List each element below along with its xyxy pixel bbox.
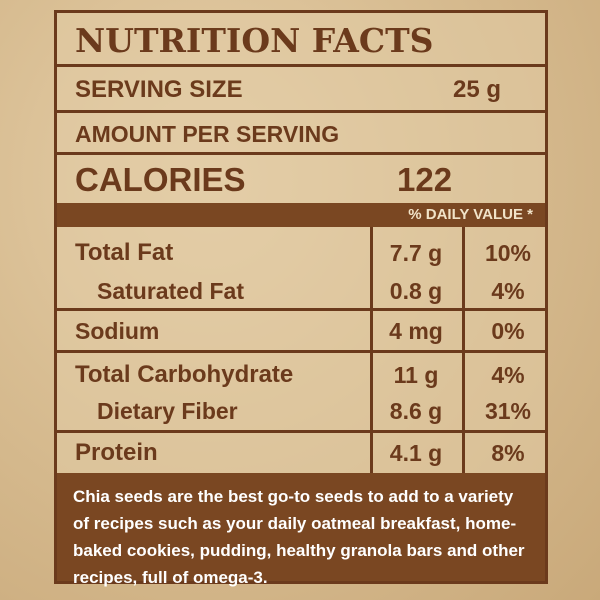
nutrient-amount: 11 g (393, 362, 439, 388)
table-row: Total Carbohydrate 11 g 4% (57, 355, 545, 395)
nutrient-name: Sodium (75, 318, 160, 344)
fat-group: Total Fat 7.7 g 10% Saturated Fat 0.8 g … (57, 227, 545, 311)
serving-size-row: SERVING SIZE 25 g (57, 67, 545, 113)
nutrient-daily-value: 31% (484, 398, 532, 424)
table-row: Total Fat 7.7 g 10% (57, 233, 545, 273)
nutrient-table: Total Fat 7.7 g 10% Saturated Fat 0.8 g … (57, 227, 545, 473)
nutrient-amount: 7.7 g (389, 240, 443, 266)
nutrient-daily-value: 10% (484, 240, 532, 266)
product-description: Chia seeds are the best go-to seeds to a… (57, 473, 545, 587)
protein-group: Protein 4.1 g 8% (57, 433, 545, 473)
table-row: Protein 4.1 g 8% (57, 433, 545, 473)
nutrient-name: Saturated Fat (97, 278, 244, 304)
nutrient-amount: 4.1 g (389, 440, 443, 466)
table-row: Sodium 4 mg 0% (57, 311, 545, 351)
carbohydrate-group: Total Carbohydrate 11 g 4% Dietary Fiber… (57, 353, 545, 433)
nutrient-name: Dietary Fiber (97, 398, 238, 424)
sodium-group: Sodium 4 mg 0% (57, 311, 545, 353)
serving-size-value: 25 g (452, 76, 501, 103)
serving-size-label: SERVING SIZE (75, 76, 243, 103)
nutrient-amount: 8.6 g (389, 398, 443, 424)
nutrient-name: Total Fat (75, 239, 174, 266)
nutrition-label: NUTRITION FACTS SERVING SIZE 25 g AMOUNT… (54, 10, 548, 587)
nutrient-name: Total Carbohydrate (75, 361, 294, 388)
calories-row: CALORIES 122 (57, 155, 545, 203)
daily-value-header: % DAILY VALUE * (57, 203, 545, 227)
nutrient-daily-value: 4% (491, 362, 525, 388)
amount-per-serving: AMOUNT PER SERVING (57, 113, 545, 155)
nutrient-daily-value: 8% (491, 440, 525, 466)
nutrient-daily-value: 0% (491, 318, 525, 344)
nutrient-name: Protein (75, 439, 158, 466)
nutrient-amount: 4 mg (389, 318, 443, 344)
nutrient-daily-value: 4% (491, 278, 525, 304)
label-title: NUTRITION FACTS (57, 13, 545, 67)
table-row: Saturated Fat 0.8 g 4% (57, 271, 545, 311)
calories-value: 122 (397, 161, 453, 198)
table-row: Dietary Fiber 8.6 g 31% (57, 391, 545, 431)
nutrient-amount: 0.8 g (389, 278, 443, 304)
calories-label: CALORIES (75, 161, 246, 198)
